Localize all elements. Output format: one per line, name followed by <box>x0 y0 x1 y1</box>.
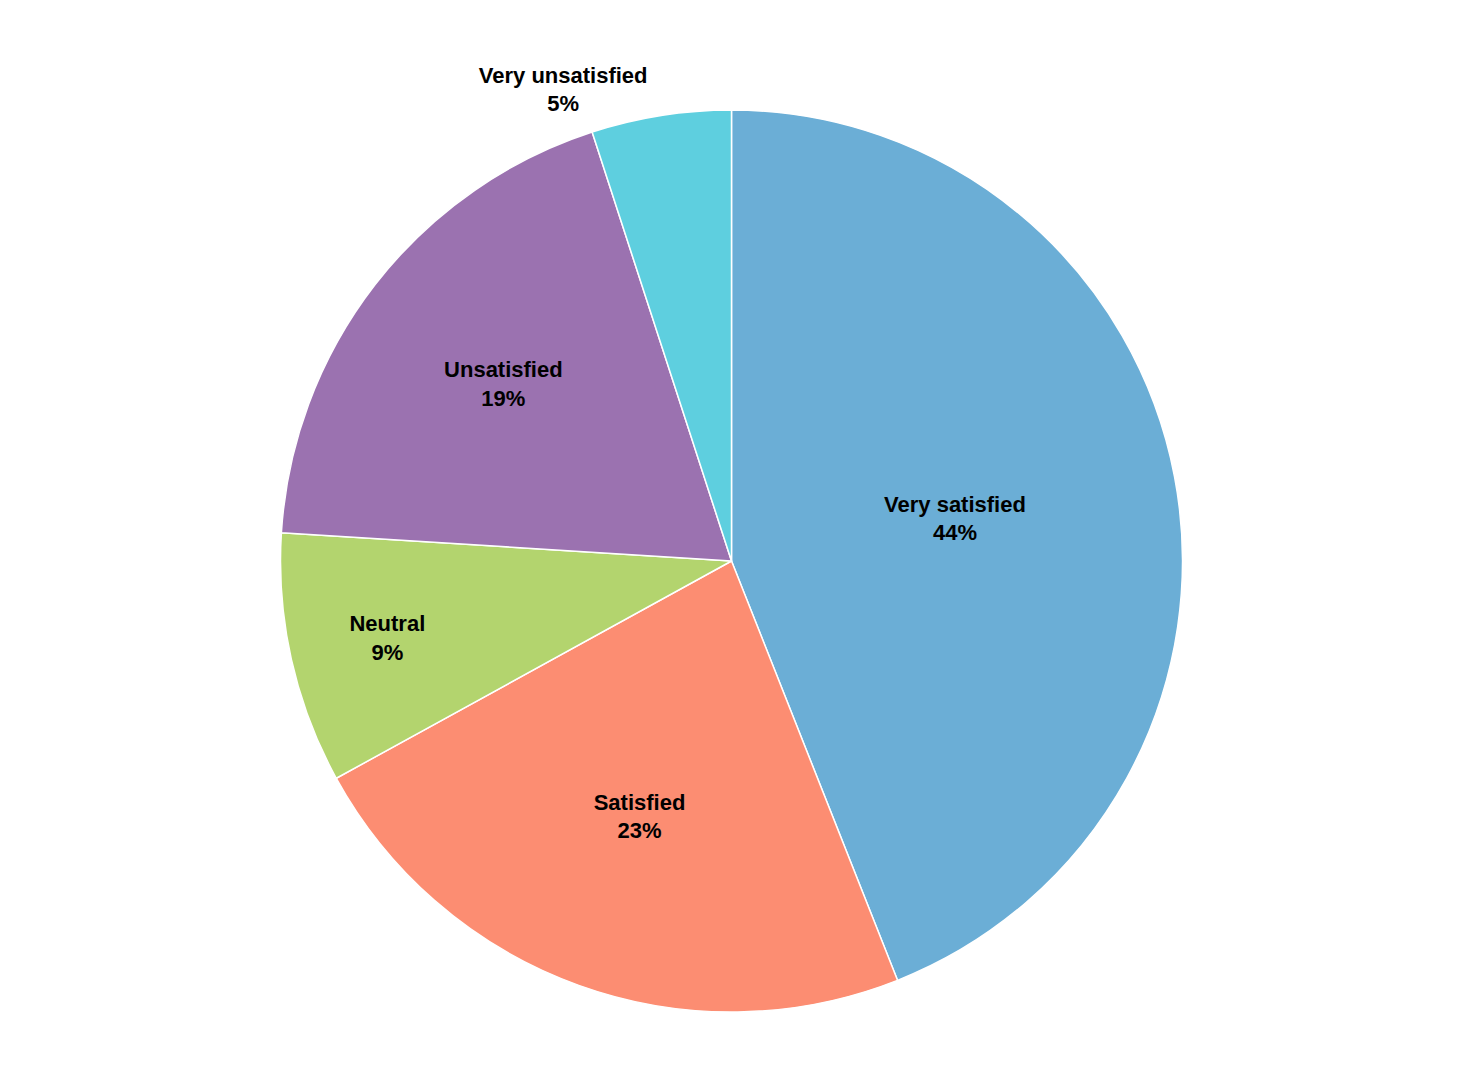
svg-text:Very unsatisfied5%: Very unsatisfied5% <box>479 63 648 117</box>
svg-text:Unsatisfied19%: Unsatisfied19% <box>444 357 563 411</box>
svg-text:Very satisfied44%: Very satisfied44% <box>884 492 1026 546</box>
svg-text:Satisfied23%: Satisfied23% <box>594 790 686 844</box>
svg-text:Neutral9%: Neutral9% <box>349 611 425 665</box>
